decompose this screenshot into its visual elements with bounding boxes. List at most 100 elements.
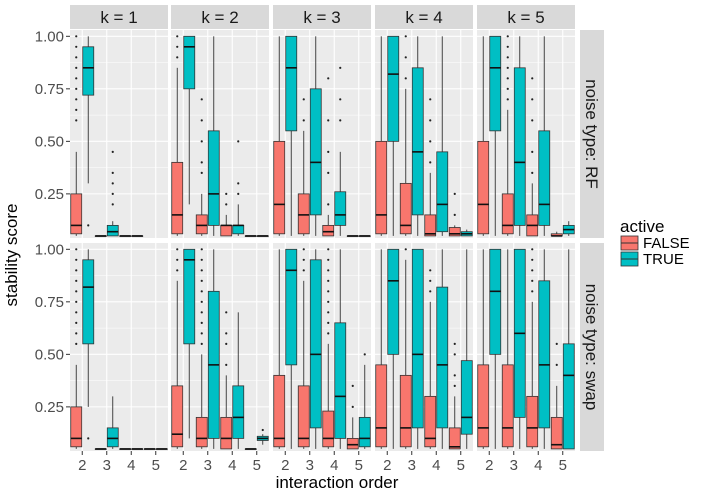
box-false [550,231,563,237]
box-false [171,35,184,236]
y-tick-label: 0.50 [35,133,64,150]
box-outlier [531,248,534,251]
box-outlier [327,300,330,303]
box-outlier [200,119,203,122]
box-outlier [327,77,330,80]
y-tick-label: 0.25 [35,399,64,416]
box-true [334,249,347,449]
box-false [501,249,514,449]
box-true [334,66,347,236]
column-strip [273,5,371,29]
box-false [375,36,388,236]
box-outlier [531,77,534,80]
box-true [131,235,144,237]
box-body [550,416,563,450]
box-false [477,36,490,236]
x-tick-label: 5 [457,457,465,474]
x-tick-label: 3 [306,457,314,474]
box-true [106,396,119,449]
box-outlier [75,342,78,345]
x-tick-label: 2 [485,457,493,474]
box-body [82,259,95,345]
box-outlier [506,66,509,69]
box-outlier [302,248,305,251]
box-true [285,248,298,449]
box-true [358,235,371,237]
box-false [297,248,310,449]
box-false [94,235,107,237]
box-outlier [75,119,78,122]
box-body [489,248,502,355]
box-body [501,364,514,448]
facet-panel [477,30,575,238]
box-outlier [404,248,407,251]
box-outlier [302,119,305,122]
box-body [436,151,449,233]
box-body [297,193,310,235]
box-outlier [429,290,432,293]
box-body [171,161,184,235]
box-body [562,343,575,450]
box-outlier [327,311,330,314]
box-outlier [506,45,509,48]
box-body [436,286,449,429]
box-body [526,395,539,448]
box-true [207,36,220,236]
box-true [232,312,245,449]
box-body [322,224,335,237]
box-true [256,235,269,237]
box-outlier [429,98,432,101]
row-strip-label: noise type: swap [582,284,601,411]
box-false [375,249,388,449]
box-false [448,342,461,450]
box-outlier [339,98,342,101]
box-outlier [75,98,78,101]
x-tick-label: 4 [330,457,338,474]
box-body [297,385,310,448]
box-body [448,427,461,450]
x-tick-label: 2 [281,457,289,474]
box-body [195,214,208,235]
box-false [195,248,208,449]
box-true [513,36,526,236]
box-false [143,448,156,450]
box-outlier [327,269,330,272]
box-outlier [75,311,78,314]
box-outlier [453,192,456,195]
x-tick-label: 3 [510,457,518,474]
x-tick-label: 2 [78,457,86,474]
box-true [183,35,196,205]
box-outlier [302,258,305,261]
box-true [538,36,551,236]
box-body [358,416,371,448]
box-outlier [555,342,558,345]
column-strip [477,5,575,29]
box-outlier [87,437,90,440]
box-false [550,342,563,450]
box-body [70,406,83,448]
box-false [244,448,257,450]
legend: active FALSE TRUE [620,217,690,268]
box-true [155,448,168,450]
x-tick-label: 5 [152,457,160,474]
box-outlier [176,56,179,59]
box-outlier [176,258,179,261]
box-true [285,35,298,236]
box-outlier [200,311,203,314]
box-body [460,360,473,435]
box-body [195,416,208,448]
y-tick-label: 0.75 [35,294,64,311]
box-false [346,384,359,450]
box-outlier [200,321,203,324]
box-outlier [176,45,179,48]
box-outlier [531,290,534,293]
column-strip-label: k = 2 [201,8,238,27]
box-outlier [75,321,78,324]
box-outlier [339,119,342,122]
box-true [183,248,196,439]
column-strip-label: k = 5 [507,8,544,27]
box-body [334,322,347,439]
row-strip [580,30,604,238]
box-outlier [261,428,264,432]
box-outlier [200,258,203,261]
